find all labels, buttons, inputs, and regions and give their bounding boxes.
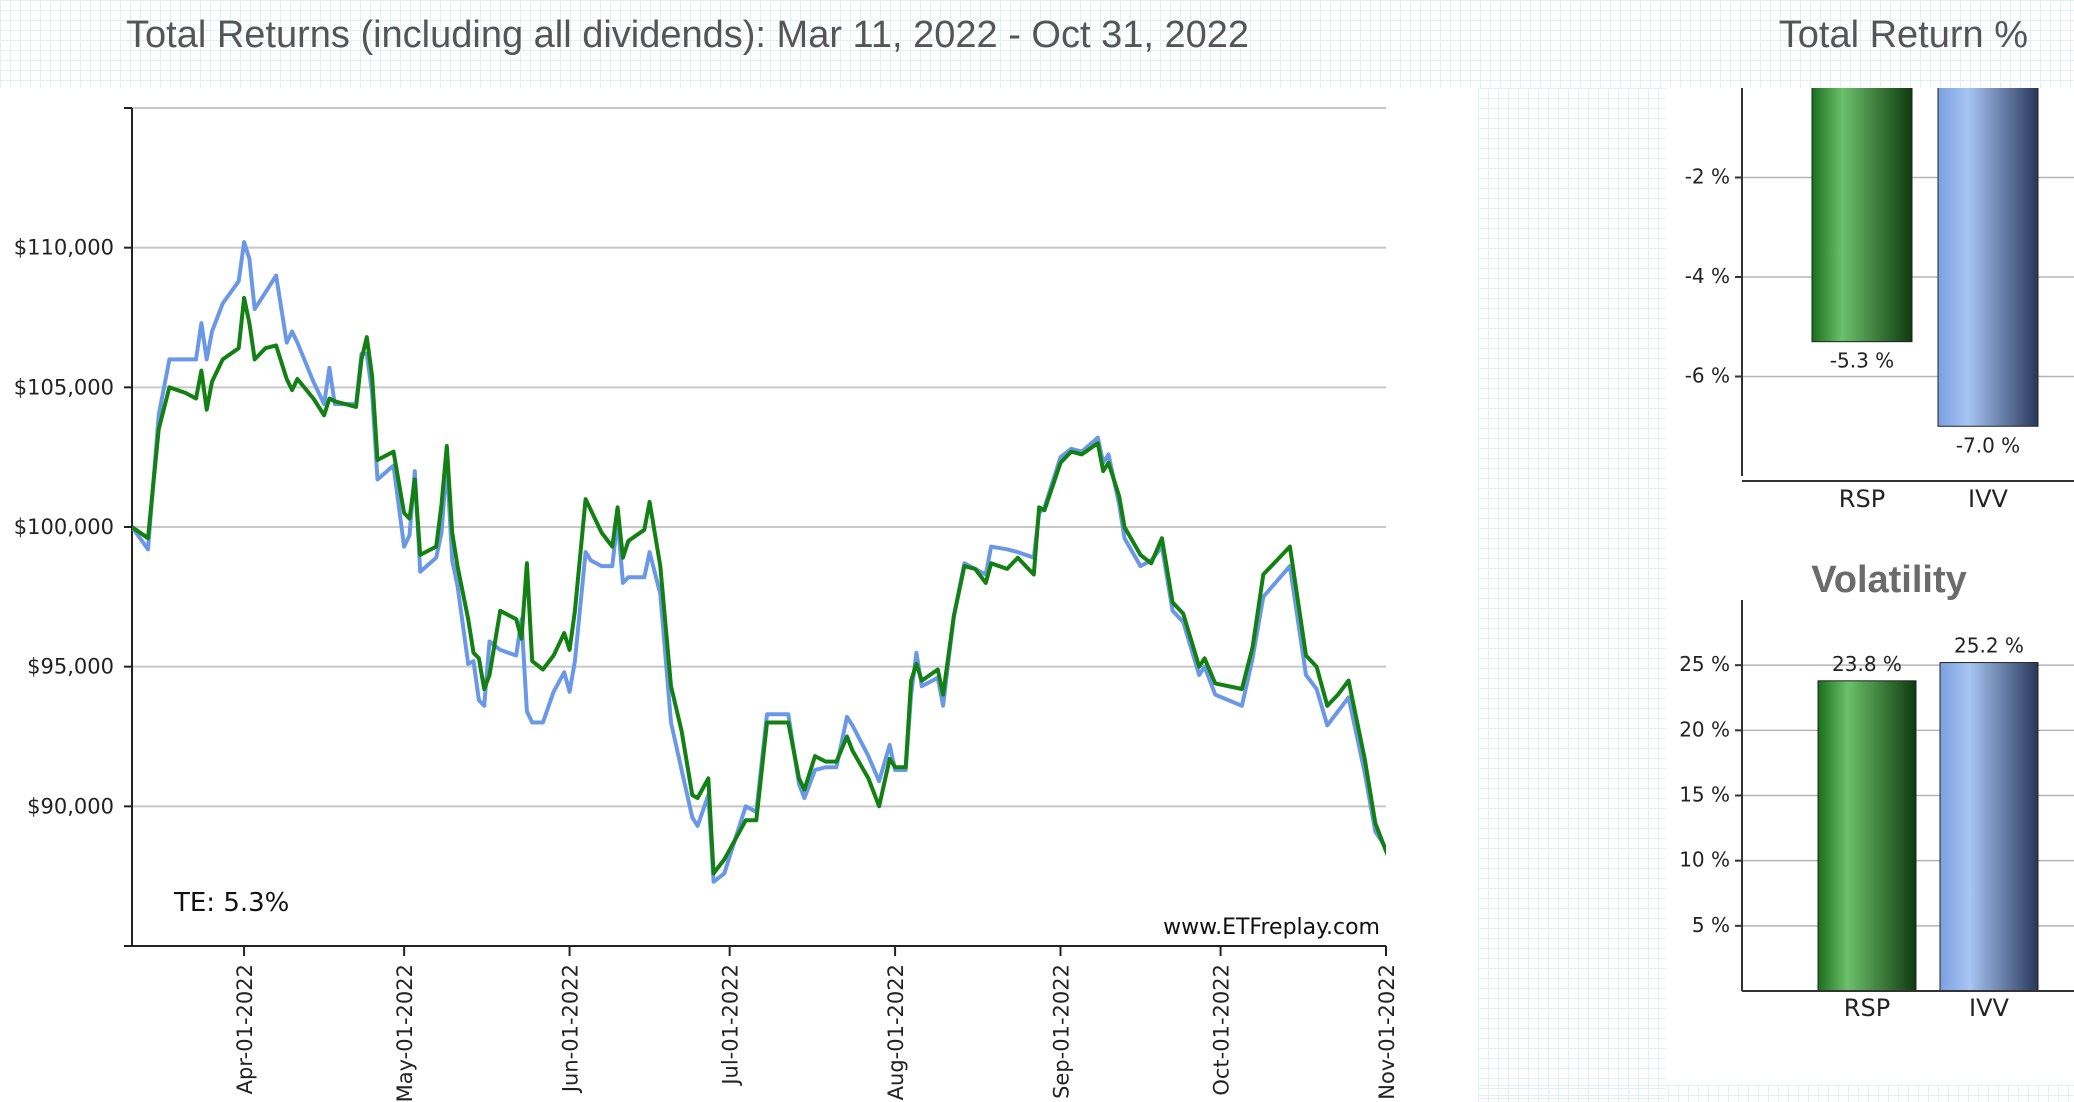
y-tick-label: $95,000	[27, 655, 114, 679]
tracking-error-label: TE: 5.3%	[173, 888, 289, 918]
bar-y-tick-label: 5 %	[1692, 913, 1730, 937]
bar-y-tick-label: 15 %	[1679, 783, 1730, 807]
y-tick-label: $100,000	[14, 515, 114, 539]
x-tick-label: Apr-01-2022	[233, 964, 257, 1094]
grid-background-top	[0, 0, 2074, 88]
y-tick-label: $110,000	[14, 236, 114, 260]
x-tick-label: Jun-01-2022	[559, 964, 583, 1094]
bar-rsp	[1817, 680, 1917, 992]
total-return-bar-chart: -2 % -4 % -6 % -5.3 % RSP -7.0 % IVV	[1685, 88, 2074, 513]
bar-category-label: IVV	[1968, 485, 2008, 513]
total-returns-line-chart: $90,000 $95,000 $100,000 $105,000 $110,000 A…	[14, 107, 1399, 1102]
bar-y-tick-label: -6 %	[1685, 364, 1730, 388]
bar-category-label: RSP	[1839, 485, 1885, 513]
main-chart-title: Total Returns (including all dividends):…	[126, 14, 1250, 56]
total-return-title: Total Return %	[1778, 14, 2028, 56]
series-line-ivv	[132, 240, 1386, 884]
bar-ivv	[1939, 662, 2039, 992]
bar-y-tick-label: 20 %	[1679, 717, 1730, 741]
bar-category-label: RSP	[1844, 994, 1890, 1022]
x-tick-label: Oct-01-2022	[1210, 964, 1234, 1096]
bar-y-tick-label: -2 %	[1685, 165, 1730, 189]
x-tick-label: Nov-01-2022	[1375, 964, 1399, 1100]
bar-y-tick-label: 25 %	[1679, 652, 1730, 676]
y-tick-label: $105,000	[14, 375, 114, 399]
bar-y-tick-label: 10 %	[1679, 848, 1730, 872]
bar-value-label: -7.0 %	[1956, 433, 2020, 457]
bar-value-label: 25.2 %	[1954, 634, 2024, 658]
bar-category-label: IVV	[1969, 994, 2009, 1022]
x-tick-label: Aug-01-2022	[884, 964, 908, 1100]
bar-y-tick-label: -4 %	[1685, 264, 1730, 288]
bar-value-label: 23.8 %	[1832, 652, 1902, 676]
series-line-rsp	[132, 295, 1386, 876]
bar-rsp	[1811, 88, 1913, 343]
bar-ivv	[1937, 88, 2039, 427]
x-tick-label: May-01-2022	[393, 964, 417, 1102]
x-tick-label: Jul-01-2022	[719, 964, 743, 1087]
x-tick-label: Sep-01-2022	[1049, 964, 1073, 1099]
volatility-bar-chart: Volatility 5 % 10 % 15 % 20 % 25 % 23.8 % RSP…	[1679, 559, 2074, 1022]
y-tick-label: $90,000	[27, 794, 114, 818]
grid-background-middle	[1478, 88, 1666, 1102]
grid-background-bottom	[1478, 1085, 2074, 1102]
bar-value-label: -5.3 %	[1830, 349, 1894, 373]
volatility-title: Volatility	[1811, 559, 1967, 601]
watermark-text[interactable]: www.ETFreplay.com	[1163, 915, 1380, 940]
